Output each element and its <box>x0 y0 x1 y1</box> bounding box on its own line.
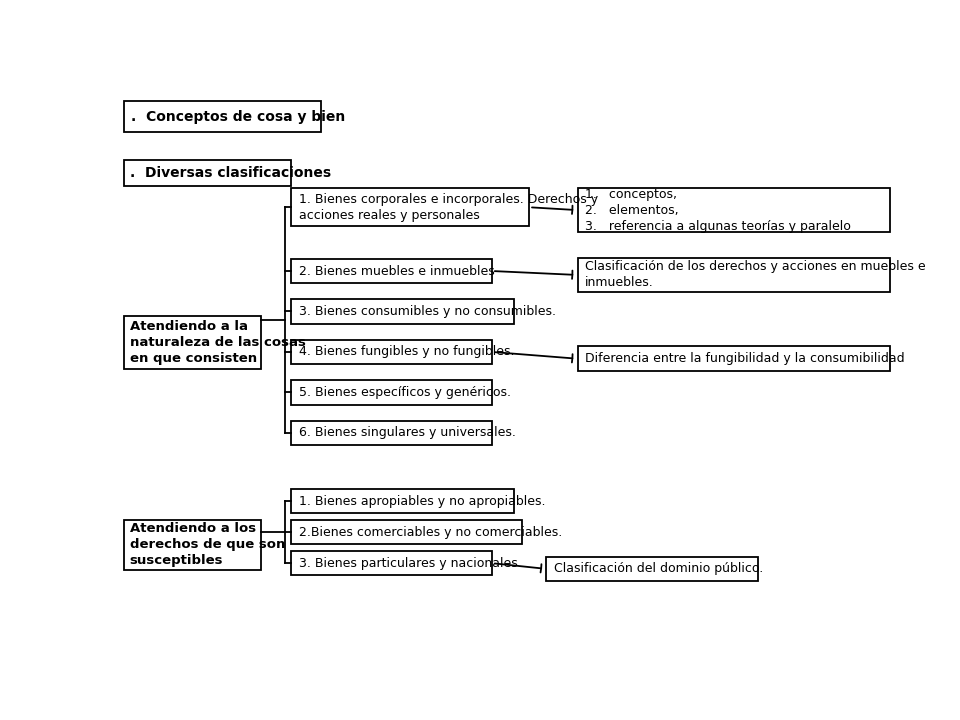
FancyBboxPatch shape <box>124 317 261 369</box>
Text: 3. Bienes consumibles y no consumibles.: 3. Bienes consumibles y no consumibles. <box>299 305 556 318</box>
FancyBboxPatch shape <box>578 346 890 371</box>
Text: .  Diversas clasificaciones: . Diversas clasificaciones <box>130 166 331 180</box>
FancyBboxPatch shape <box>291 520 522 544</box>
FancyBboxPatch shape <box>291 300 515 324</box>
FancyBboxPatch shape <box>124 160 291 186</box>
Text: 6. Bienes singulares y universales.: 6. Bienes singulares y universales. <box>299 426 516 439</box>
FancyBboxPatch shape <box>291 189 529 226</box>
Text: 2. Bienes muebles e inmuebles: 2. Bienes muebles e inmuebles <box>299 264 494 277</box>
Text: Atendiendo a los
derechos de que son
susceptibles: Atendiendo a los derechos de que son sus… <box>130 523 285 567</box>
FancyBboxPatch shape <box>124 102 321 132</box>
Text: 3. Bienes particulares y nacionales.: 3. Bienes particulares y nacionales. <box>299 557 521 570</box>
Text: Clasificación del dominio público.: Clasificación del dominio público. <box>554 562 763 575</box>
Text: Atendiendo a la
naturaleza de las cosas
en que consisten: Atendiendo a la naturaleza de las cosas … <box>130 320 305 365</box>
FancyBboxPatch shape <box>291 551 492 575</box>
FancyBboxPatch shape <box>578 258 890 292</box>
Text: 2.Bienes comerciables y no comerciables.: 2.Bienes comerciables y no comerciables. <box>299 526 562 539</box>
FancyBboxPatch shape <box>291 380 492 405</box>
Text: 1. Bienes corporales e incorporales. Derechos y
acciones reales y personales: 1. Bienes corporales e incorporales. Der… <box>299 193 598 222</box>
Text: 1.   conceptos,
2.   elementos,
3.   referencia a algunas teorías y paralelo: 1. conceptos, 2. elementos, 3. referenci… <box>585 187 851 233</box>
FancyBboxPatch shape <box>124 520 261 570</box>
Text: Diferencia entre la fungibilidad y la consumibilidad: Diferencia entre la fungibilidad y la co… <box>585 352 904 365</box>
FancyBboxPatch shape <box>291 420 492 445</box>
Text: 1. Bienes apropiables y no apropiables.: 1. Bienes apropiables y no apropiables. <box>299 495 545 508</box>
Text: 5. Bienes específicos y genéricos.: 5. Bienes específicos y genéricos. <box>299 386 511 399</box>
Text: .  Conceptos de cosa y bien: . Conceptos de cosa y bien <box>132 109 346 124</box>
Text: Clasificación de los derechos y acciones en muebles e
inmuebles.: Clasificación de los derechos y acciones… <box>585 261 925 289</box>
FancyBboxPatch shape <box>291 340 492 364</box>
FancyBboxPatch shape <box>578 189 890 232</box>
FancyBboxPatch shape <box>291 489 515 513</box>
FancyBboxPatch shape <box>291 258 492 283</box>
Text: 4. Bienes fungibles y no fungibles.: 4. Bienes fungibles y no fungibles. <box>299 346 514 359</box>
FancyBboxPatch shape <box>546 557 758 581</box>
